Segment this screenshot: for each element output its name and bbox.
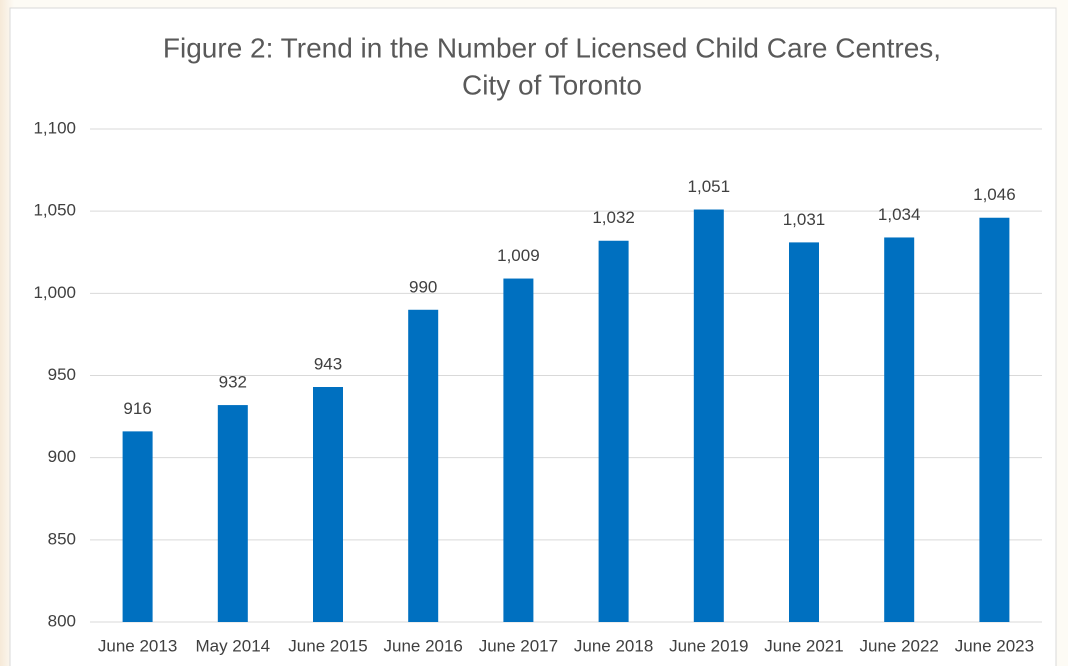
bar	[503, 278, 534, 622]
value-label: 1,051	[688, 177, 731, 196]
bar	[313, 387, 343, 622]
value-label: 916	[123, 399, 151, 418]
x-tick-label: June 2015	[288, 636, 367, 655]
value-label: 1,009	[497, 246, 540, 265]
x-tick-label: June 2017	[479, 636, 558, 655]
x-tick-label: May 2014	[195, 636, 270, 655]
y-tick-label: 850	[48, 529, 76, 548]
bar	[122, 431, 153, 622]
y-tick-label: 900	[48, 447, 76, 466]
bar	[979, 217, 1010, 623]
y-tick-label: 950	[48, 365, 76, 384]
value-label: 990	[409, 277, 437, 296]
value-label: 1,046	[973, 185, 1016, 204]
value-label: 1,031	[783, 210, 826, 229]
x-tick-label: June 2023	[955, 636, 1034, 655]
x-tick-label: June 2019	[669, 636, 748, 655]
value-label: 1,034	[878, 205, 921, 224]
value-label: 932	[219, 373, 247, 392]
bar	[884, 237, 915, 622]
y-tick-label: 1,050	[33, 201, 76, 220]
y-tick-label: 1,000	[33, 283, 76, 302]
x-tick-label: June 2022	[859, 636, 938, 655]
chart-title: City of Toronto	[462, 69, 642, 100]
value-label: 1,032	[592, 208, 635, 227]
bar	[693, 209, 724, 623]
x-tick-label: June 2016	[383, 636, 462, 655]
x-tick-label: June 2021	[764, 636, 843, 655]
x-tick-label: June 2018	[574, 636, 653, 655]
value-label: 943	[314, 354, 342, 373]
bar	[789, 242, 819, 622]
y-tick-label: 1,100	[33, 118, 76, 137]
chart-title: Figure 2: Trend in the Number of License…	[163, 32, 941, 63]
bar	[598, 240, 629, 622]
y-tick-label: 800	[48, 611, 76, 630]
x-tick-label: June 2013	[98, 636, 177, 655]
bar	[408, 309, 439, 622]
bar	[217, 405, 248, 622]
